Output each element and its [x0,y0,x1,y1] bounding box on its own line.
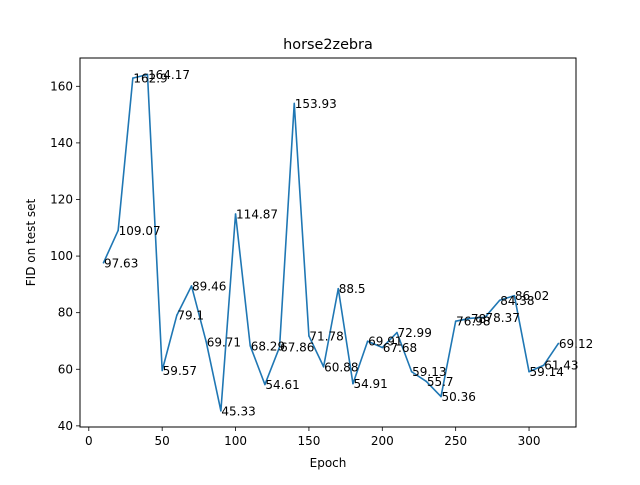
x-tick-label-4: 200 [371,434,394,448]
data-label-19: 67.68 [383,341,417,355]
data-point-11 [264,383,266,386]
x-tick-label-6: 300 [518,434,541,448]
data-point-9 [234,213,237,215]
data-point-12 [278,346,281,348]
chart-title: horse2zebra [283,37,373,53]
data-label-7: 69.71 [207,335,241,349]
data-label-10: 68.29 [251,339,285,353]
data-point-30 [542,364,545,367]
y-tick-label-5: 140 [50,136,73,150]
data-point-29 [528,370,530,373]
data-point-7 [205,340,208,343]
data-label-24: 76.98 [456,315,490,329]
data-label-30: 61.43 [544,359,578,373]
data-label-15: 60.88 [324,360,358,374]
data-point-8 [220,409,222,412]
data-label-27: 84.38 [500,294,534,308]
y-tick-label-6: 160 [50,79,73,93]
y-axis-label: FID on test set [24,198,38,286]
data-label-28: 86.02 [515,289,549,303]
y-tick-label-4: 120 [50,192,73,206]
data-point-25 [469,317,472,320]
x-tick-label-1: 50 [155,434,170,448]
data-label-12: 67.86 [280,341,314,355]
data-label-18: 69.91 [368,335,402,349]
series-line-0 [102,73,560,412]
data-label-29: 59.14 [530,365,564,379]
data-point-27 [498,299,501,302]
y-tick-label-0: 40 [58,419,73,433]
data-point-0 [102,261,105,264]
data-point-31 [557,342,560,345]
x-tick-label-3: 150 [297,434,320,448]
x-tick-label-2: 100 [224,434,247,448]
y-ticks: 40 60 80 100 120 140 160 [50,79,80,433]
y-tick-label-3: 100 [50,249,73,263]
data-label-11: 54.61 [265,378,299,392]
data-point-14 [308,335,310,337]
data-point-18 [366,340,369,343]
data-label-22: 55.7 [427,375,454,389]
data-point-21 [410,370,413,373]
data-label-5: 79.1 [177,309,204,323]
data-label-6: 89.46 [192,279,226,293]
data-point-1 [117,229,119,232]
data-point-17 [352,382,354,385]
data-label-26: 78.37 [486,311,520,325]
data-label-2: 162.9 [133,72,167,86]
data-label-13: 153.93 [295,97,337,111]
x-tick-label-0: 0 [85,434,93,448]
data-label-14: 71.78 [309,329,343,343]
data-label-3: 164.17 [148,68,190,82]
data-point-4 [161,369,163,372]
data-point-20 [396,331,398,334]
data-label-23: 50.36 [441,390,475,404]
data-label-25: 78 [471,312,486,326]
data-point-22 [425,380,428,383]
axes-frame [79,57,577,428]
y-tick-label-2: 80 [58,306,73,320]
data-point-5 [176,314,178,317]
data-label-9: 114.87 [236,208,278,222]
data-point-28 [513,294,516,297]
data-point-3 [146,73,149,76]
data-point-13 [293,102,296,105]
data-point-24 [454,320,457,323]
x-axis-label: Epoch [310,456,347,470]
data-point-15 [322,365,325,368]
x-ticks: 0 50 100 150 200 250 300 [85,427,541,448]
data-point-16 [337,287,340,290]
data-point-6 [190,285,193,287]
data-point-2 [132,77,134,79]
marks-layer [102,73,560,412]
data-point-19 [381,346,384,349]
data-point-26 [484,316,486,319]
data-label-0: 97.63 [104,256,138,270]
data-label-17: 54.91 [353,377,387,391]
data-label-20: 72.99 [397,326,431,340]
data-label-16: 88.5 [339,282,366,296]
data-point-10 [249,345,252,347]
x-tick-label-5: 250 [444,434,467,448]
data-label-1: 109.07 [119,224,161,238]
data-label-4: 59.57 [163,364,197,378]
data-label-8: 45.33 [221,404,255,418]
y-tick-label-1: 60 [58,362,73,376]
data-point-23 [440,395,442,398]
data-label-21: 59.13 [412,365,446,379]
